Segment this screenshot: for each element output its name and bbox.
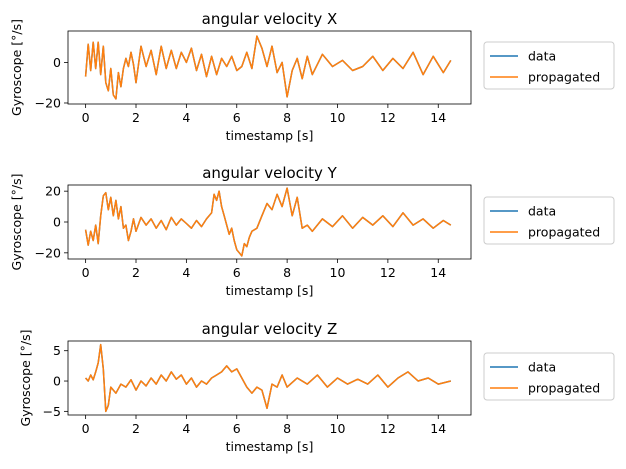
x-tick-label: 6 xyxy=(233,110,241,125)
subplot-2: 0 2 4 6 8 10 12 14 −20 0 20 angular velocity Y times… xyxy=(9,164,615,298)
series-line-propagated xyxy=(84,35,452,100)
x-tick-label: 2 xyxy=(132,265,140,280)
x-tick-label: 0 xyxy=(82,421,90,436)
legend-label-data: data xyxy=(528,204,556,219)
legend: data propagated xyxy=(483,41,615,90)
x-tick-label: 0 xyxy=(82,265,90,280)
y-axis-label: Gyroscope [°/s] xyxy=(9,19,24,116)
legend-label-propagated: propagated xyxy=(528,381,600,396)
x-tick-label: 14 xyxy=(430,265,446,280)
y-tick-label: 5 xyxy=(53,343,61,358)
y-tick-label: −20 xyxy=(35,95,61,110)
x-tick-label: 12 xyxy=(380,421,396,436)
x-tick-label: 14 xyxy=(430,421,446,436)
y-tick-label: −5 xyxy=(43,404,61,419)
x-tick-label: 8 xyxy=(283,110,291,125)
legend-label-propagated: propagated xyxy=(528,225,600,240)
x-tick-label: 2 xyxy=(132,421,140,436)
series-line-propagated xyxy=(84,187,452,257)
subplot-1: 0 2 4 6 8 10 12 14 −20 0 angular velocity X timesta… xyxy=(9,10,615,143)
y-axis-label: Gyroscope [°/s] xyxy=(9,174,24,271)
subplot-title: angular velocity Y xyxy=(202,164,337,182)
y-axis-label: Gyroscope [°/s] xyxy=(18,330,33,427)
x-tick-label: 4 xyxy=(182,265,190,280)
subplot-3: 0 2 4 6 8 10 12 14 −5 0 5 angular velocity Z timesta… xyxy=(18,320,615,454)
x-tick-label: 10 xyxy=(330,421,346,436)
y-tick-label: −20 xyxy=(35,245,61,260)
series-line-propagated xyxy=(85,343,451,413)
x-axis-label: timestamp [s] xyxy=(226,128,314,143)
legend: data propagated xyxy=(483,196,615,245)
x-tick-label: 4 xyxy=(182,421,190,436)
axes-frame xyxy=(67,30,472,105)
y-tick-label: 0 xyxy=(53,215,61,230)
x-tick-label: 12 xyxy=(380,110,396,125)
x-tick-label: 10 xyxy=(330,265,346,280)
legend-label-data: data xyxy=(528,49,556,64)
x-tick-label: 0 xyxy=(82,110,90,125)
subplot-title: angular velocity Z xyxy=(202,320,338,338)
x-tick-label: 6 xyxy=(233,421,241,436)
y-tick-label: 0 xyxy=(53,374,61,389)
x-tick-label: 4 xyxy=(182,110,190,125)
axes-frame xyxy=(67,340,472,416)
x-tick-label: 2 xyxy=(132,110,140,125)
x-axis-label: timestamp [s] xyxy=(226,283,314,298)
legend: data propagated xyxy=(483,352,615,401)
subplot-title: angular velocity X xyxy=(202,10,338,28)
y-tick-label: 0 xyxy=(53,55,61,70)
x-tick-label: 12 xyxy=(380,265,396,280)
x-tick-label: 8 xyxy=(283,421,291,436)
legend-label-data: data xyxy=(528,360,556,375)
x-tick-label: 10 xyxy=(330,110,346,125)
x-tick-label: 6 xyxy=(233,265,241,280)
x-axis-label: timestamp [s] xyxy=(226,439,314,454)
y-tick-label: 20 xyxy=(45,184,61,199)
series-line-data xyxy=(84,35,452,100)
legend-label-propagated: propagated xyxy=(528,70,600,85)
x-tick-label: 8 xyxy=(283,265,291,280)
x-tick-label: 14 xyxy=(430,110,446,125)
